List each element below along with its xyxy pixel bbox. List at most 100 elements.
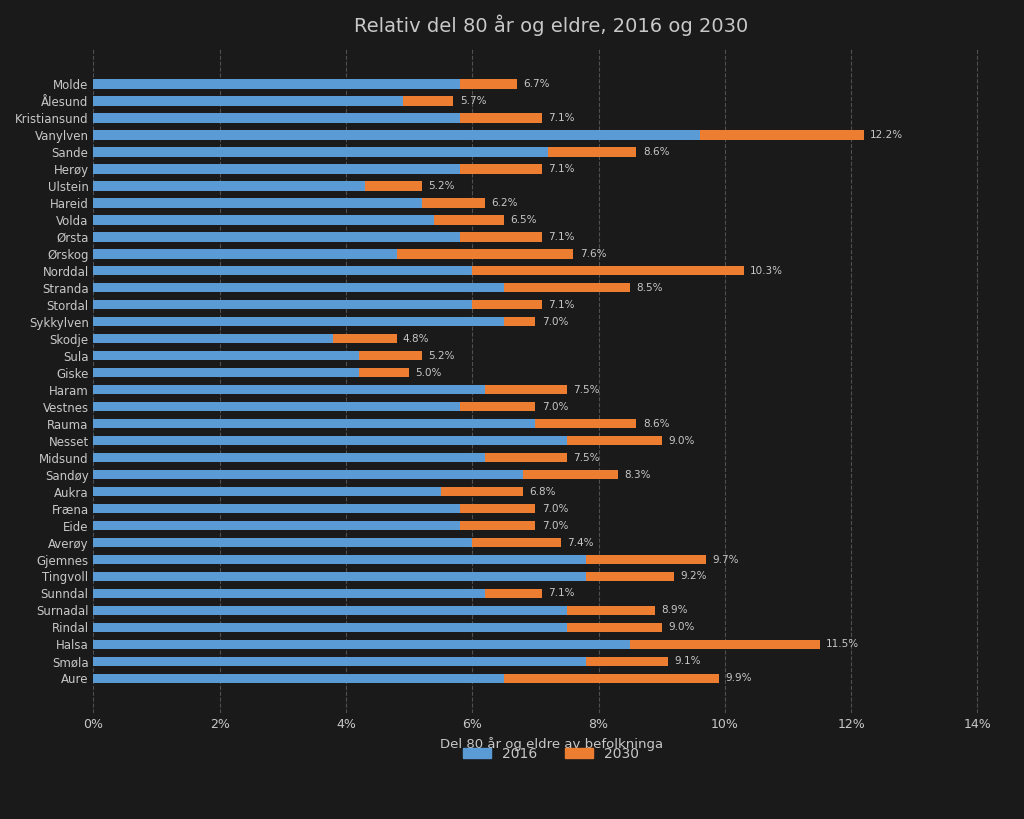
Text: 9.1%: 9.1% (675, 656, 700, 667)
Text: 7.1%: 7.1% (548, 232, 574, 242)
Bar (93, 674, 504, 683)
Text: 6.2%: 6.2% (492, 198, 518, 208)
Bar (472, 266, 743, 275)
Bar (93, 657, 586, 666)
Bar (504, 283, 630, 292)
Bar (586, 554, 706, 564)
Bar (93, 283, 504, 292)
Bar (93, 419, 536, 428)
Text: 7.0%: 7.0% (542, 401, 568, 412)
Bar (567, 436, 662, 446)
Bar (460, 504, 536, 514)
Text: 4.8%: 4.8% (402, 334, 429, 344)
Bar (523, 470, 617, 479)
Bar (460, 233, 542, 242)
Bar (93, 572, 586, 581)
Bar (365, 181, 422, 191)
Bar (396, 249, 573, 259)
Bar (422, 198, 485, 207)
Text: 7.1%: 7.1% (548, 300, 574, 310)
Text: 9.7%: 9.7% (713, 554, 738, 564)
Bar (504, 674, 719, 683)
Bar (485, 589, 542, 598)
Bar (567, 606, 655, 615)
Bar (434, 215, 504, 224)
Bar (93, 215, 434, 224)
Bar (402, 97, 454, 106)
Text: 7.1%: 7.1% (548, 164, 574, 174)
Bar (93, 97, 402, 106)
Bar (93, 385, 485, 395)
Bar (699, 130, 864, 139)
Bar (485, 453, 567, 462)
Bar (460, 402, 536, 411)
Bar (586, 572, 675, 581)
Bar (93, 334, 334, 343)
Text: 12.2%: 12.2% (870, 130, 903, 140)
Text: 7.0%: 7.0% (542, 521, 568, 531)
Bar (93, 402, 460, 411)
Bar (440, 487, 523, 496)
Text: 7.6%: 7.6% (580, 249, 606, 259)
Text: 5.0%: 5.0% (416, 368, 442, 378)
Text: 8.9%: 8.9% (662, 605, 688, 615)
Text: 7.1%: 7.1% (548, 113, 574, 123)
Bar (93, 368, 358, 378)
Text: 7.1%: 7.1% (548, 589, 574, 599)
Text: 8.5%: 8.5% (637, 283, 663, 293)
Bar (93, 181, 365, 191)
Bar (93, 589, 485, 598)
Text: 7.4%: 7.4% (567, 537, 594, 548)
Bar (93, 538, 472, 547)
Bar (93, 79, 460, 88)
Bar (334, 334, 396, 343)
Bar (358, 351, 422, 360)
Bar (548, 147, 637, 156)
Text: 6.7%: 6.7% (523, 79, 549, 89)
Bar (504, 317, 536, 327)
Bar (93, 640, 630, 649)
Bar (93, 521, 460, 530)
Bar (93, 233, 460, 242)
Bar (536, 419, 637, 428)
Bar (93, 317, 504, 327)
Bar (93, 351, 358, 360)
Bar (93, 130, 699, 139)
Bar (460, 79, 516, 88)
Bar (93, 249, 396, 259)
Title: Relativ del 80 år og eldre, 2016 og 2030: Relativ del 80 år og eldre, 2016 og 2030 (354, 15, 749, 37)
Bar (460, 165, 542, 174)
Text: 7.0%: 7.0% (542, 317, 568, 327)
Bar (93, 113, 460, 123)
Text: 7.0%: 7.0% (542, 504, 568, 514)
Bar (93, 504, 460, 514)
Bar (93, 198, 422, 207)
Bar (586, 657, 668, 666)
X-axis label: Del 80 år og eldre av befolkninga: Del 80 år og eldre av befolkninga (439, 736, 663, 751)
Bar (93, 606, 567, 615)
Text: 11.5%: 11.5% (826, 640, 859, 649)
Text: 5.7%: 5.7% (460, 96, 486, 106)
Bar (93, 147, 548, 156)
Bar (630, 640, 819, 649)
Text: 7.5%: 7.5% (573, 385, 600, 395)
Text: 5.2%: 5.2% (428, 351, 455, 360)
Legend: 2016, 2030: 2016, 2030 (458, 741, 645, 766)
Text: 8.6%: 8.6% (643, 147, 670, 157)
Bar (93, 165, 460, 174)
Bar (93, 470, 523, 479)
Text: 9.2%: 9.2% (681, 572, 708, 581)
Bar (567, 622, 662, 632)
Bar (472, 300, 542, 310)
Bar (472, 538, 561, 547)
Text: 9.9%: 9.9% (725, 673, 752, 683)
Text: 9.0%: 9.0% (668, 436, 694, 446)
Bar (93, 436, 567, 446)
Text: 6.8%: 6.8% (529, 486, 556, 496)
Text: 10.3%: 10.3% (751, 266, 783, 276)
Text: 5.2%: 5.2% (428, 181, 455, 191)
Text: 9.0%: 9.0% (668, 622, 694, 632)
Bar (93, 453, 485, 462)
Text: 8.3%: 8.3% (624, 469, 650, 480)
Bar (93, 300, 472, 310)
